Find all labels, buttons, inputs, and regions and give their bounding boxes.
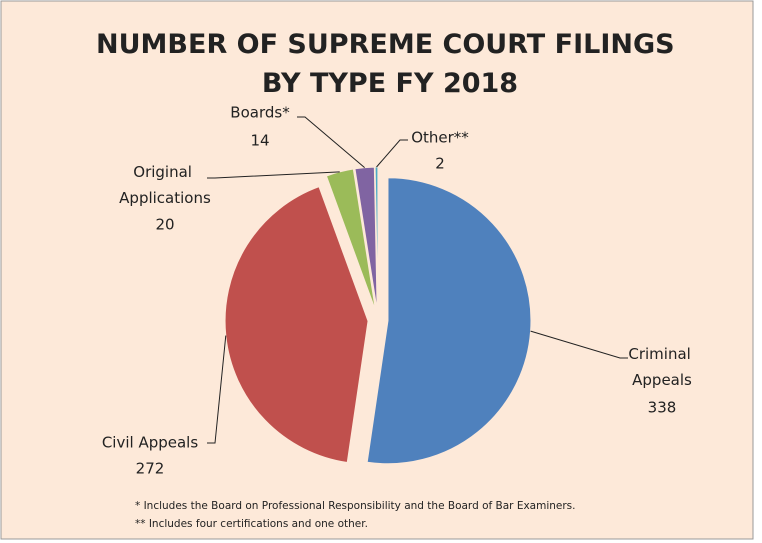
value-label: 338 bbox=[648, 399, 677, 417]
pie-slice bbox=[325, 168, 376, 311]
value-label: 2 bbox=[435, 155, 445, 173]
category-label: Civil Appeals bbox=[102, 434, 199, 452]
category-label: Criminal Appeals bbox=[628, 345, 695, 389]
leader-line bbox=[376, 139, 408, 168]
pie-slice bbox=[366, 177, 532, 465]
category-label: Original Applications bbox=[119, 163, 211, 207]
leader-line bbox=[207, 335, 227, 444]
chart-title: NUMBER OF SUPREME COURT FILINGS BY TYPE … bbox=[96, 29, 684, 99]
leader-line bbox=[207, 171, 340, 179]
footnote: ** Includes four certifications and one … bbox=[135, 518, 368, 530]
value-label: 272 bbox=[136, 460, 165, 478]
leader-line bbox=[530, 330, 628, 359]
pie-slice bbox=[224, 186, 369, 464]
category-label: Other** bbox=[411, 129, 469, 147]
value-label: 14 bbox=[250, 132, 269, 150]
value-label: 20 bbox=[155, 216, 174, 234]
leader-line bbox=[297, 116, 365, 168]
category-label: Boards* bbox=[230, 104, 290, 122]
footnote: * Includes the Board on Professional Res… bbox=[135, 500, 576, 512]
